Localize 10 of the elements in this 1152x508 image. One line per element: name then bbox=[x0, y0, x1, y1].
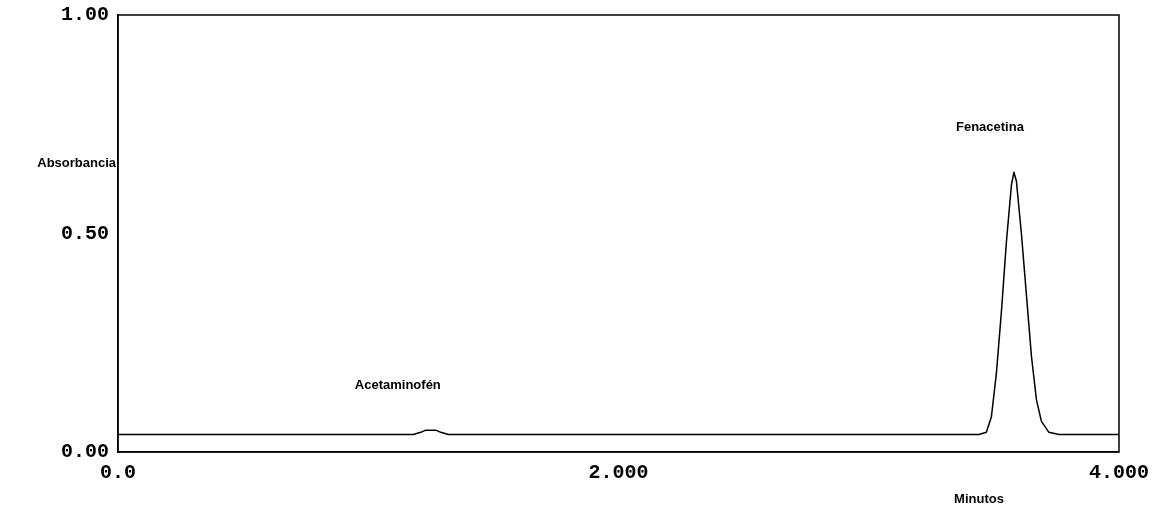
x-tick-label: 0.0 bbox=[99, 461, 137, 485]
y-axis-title: Absorbancia bbox=[37, 155, 117, 171]
y-tick-label: 0.00 bbox=[60, 440, 109, 464]
annotation: Acetaminofén bbox=[354, 377, 441, 393]
y-tick-label: 0.50 bbox=[60, 221, 109, 245]
x-tick-label: 4.000 bbox=[1088, 461, 1149, 485]
x-axis-title: Minutos bbox=[954, 491, 1004, 507]
y-tick-label: 1.00 bbox=[60, 3, 109, 27]
annotation: Fenacetina bbox=[955, 119, 1025, 135]
x-tick-label: 2.000 bbox=[588, 461, 649, 485]
